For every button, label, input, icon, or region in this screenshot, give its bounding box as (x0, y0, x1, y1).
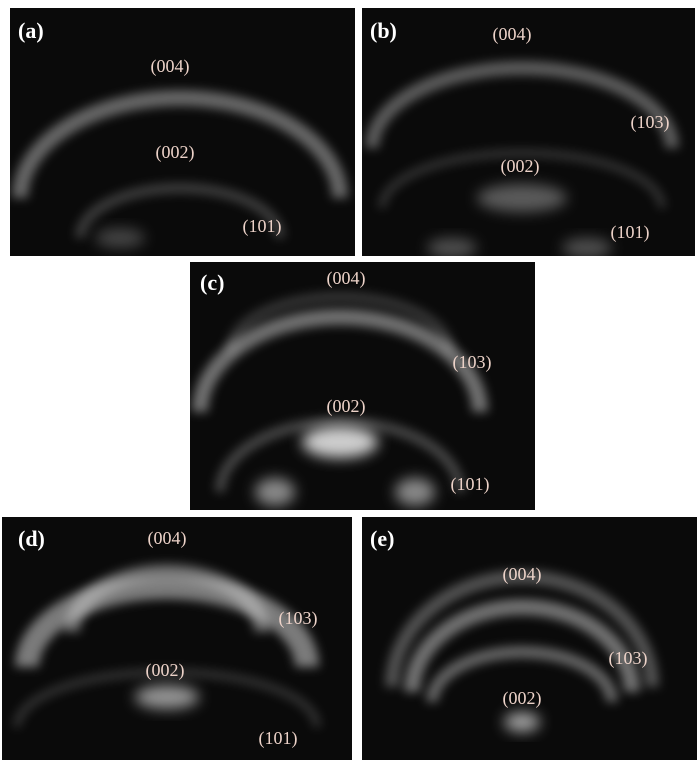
diffraction-arc (385, 570, 659, 688)
reflection-label: (004) (503, 564, 542, 585)
panel: (d) (004) (103) (002) (101) (2, 517, 352, 760)
diffraction-spot (95, 228, 145, 248)
panel-background (362, 8, 695, 256)
panel-label: (d) (18, 526, 45, 551)
reflection-label: (101) (451, 474, 490, 495)
reflection-label: (101) (611, 222, 650, 243)
diffraction-arc (13, 668, 321, 728)
reflection-label: (002) (501, 156, 540, 177)
reflection-label: (004) (327, 268, 366, 289)
diffraction-arc (378, 149, 666, 209)
diffraction-arc (12, 90, 348, 199)
diffraction-arc (225, 292, 455, 353)
panel: (a) (004) (002) (101) (10, 8, 355, 256)
reflection-label: (103) (609, 648, 648, 669)
reflection-label: (002) (503, 688, 542, 709)
diffraction-arc (15, 575, 319, 668)
reflection-label: (002) (327, 396, 366, 417)
diffraction-arc (404, 599, 640, 693)
panel-label: (b) (370, 18, 397, 43)
reflection-label: (002) (146, 660, 185, 681)
reflection-label: (004) (493, 24, 532, 45)
diffraction-spot (562, 238, 612, 256)
diffraction-spot (427, 238, 477, 256)
panel: (b) (004) (103) (002) (101) (362, 8, 695, 256)
panel-label: (c) (200, 270, 224, 295)
diffraction-arc (75, 183, 285, 239)
diffraction-spot (504, 712, 540, 732)
reflection-label: (004) (151, 56, 190, 77)
reflection-label: (103) (453, 352, 492, 373)
diffraction-arc (215, 417, 465, 493)
diffraction-arc (192, 309, 488, 413)
reflection-label: (002) (156, 142, 195, 163)
panel: (e) (004) (103) (002) (362, 517, 697, 760)
panel-label: (e) (370, 526, 394, 551)
diffraction-arc (64, 564, 270, 633)
panel: (c) (004) (103) (002) (101) (190, 262, 535, 510)
reflection-label: (103) (631, 112, 670, 133)
diffraction-spot (395, 478, 435, 506)
diffraction-arc (426, 646, 618, 703)
diffraction-spot (255, 478, 295, 506)
reflection-label: (101) (259, 728, 298, 749)
diffraction-arc (365, 61, 679, 149)
diffraction-spot (477, 184, 567, 212)
reflection-label: (004) (148, 528, 187, 549)
reflection-label: (101) (243, 216, 282, 237)
panel-label: (a) (18, 18, 44, 43)
diffraction-spot (135, 685, 199, 709)
diffraction-spot (302, 426, 378, 458)
reflection-label: (103) (279, 608, 318, 629)
